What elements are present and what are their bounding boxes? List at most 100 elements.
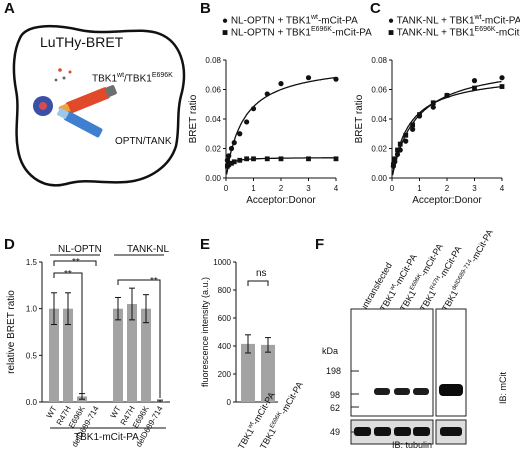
blot-mcit-frame-2: [435, 308, 467, 417]
c-ytick-label: 0.04: [371, 115, 387, 124]
b-point-circle: [333, 76, 339, 82]
c-point-square: [472, 85, 477, 91]
cell-diagram: [12, 25, 186, 187]
b-point-square: [237, 157, 243, 163]
c-ytick-label: 0.06: [371, 86, 387, 95]
legend-entry-c-e696k: ■ TANK-NL + TBK1E696K-mCit-PA: [388, 26, 520, 39]
c-x-axis-label: Acceptor:Donor: [412, 195, 482, 206]
e-ytick-label: 400: [218, 342, 232, 351]
d-bar: [63, 308, 73, 402]
c-ytick-label: 0.08: [371, 56, 387, 65]
d-sig-3: **: [150, 276, 158, 287]
legend-entry-c-wt: ● TANK-NL + TBK1wt-mCit-PA: [388, 14, 520, 27]
c-xtick-label: 0: [390, 184, 395, 193]
panel-letter-d: D: [4, 236, 15, 253]
c-point-square: [390, 162, 396, 168]
b-point-circle: [228, 145, 235, 152]
b-point-circle: [244, 119, 250, 125]
nucleus-dot: [39, 102, 47, 110]
b-point-square: [278, 156, 284, 162]
c-xtick-label: 2: [445, 184, 450, 193]
blot-mcit-frame: [350, 308, 434, 417]
panel-letter-e: E: [200, 236, 211, 253]
d-bar: [49, 308, 59, 402]
e-ytick-label: 1000: [213, 258, 231, 267]
c-fit-curve-1: [391, 85, 502, 175]
b-ytick-label: 0.02: [205, 145, 221, 154]
optn-tank-label: OPTN/TANK: [115, 136, 172, 147]
tubulin-bands: [354, 427, 462, 436]
e-bar: [261, 344, 275, 402]
c-ytick-label: 0.02: [371, 145, 387, 154]
f-ib-mcit-label: IB: mCit: [498, 371, 508, 404]
b-ytick-label: 0.04: [205, 115, 221, 124]
b-point-square: [229, 160, 234, 166]
c-point-circle: [403, 138, 409, 144]
e-ytick-label: 600: [218, 314, 232, 323]
b-ytick-label: 0.06: [205, 86, 221, 95]
d-ytick-label: 0.5: [26, 351, 38, 360]
e-sig-label: ns: [256, 268, 267, 279]
c-xtick-label: 4: [500, 184, 505, 193]
f-marker-62: 62: [330, 403, 341, 413]
panel-letter-f: F: [315, 236, 325, 253]
c-y-axis-label: BRET ratio: [354, 94, 365, 143]
d-sig-bracket-3: [117, 279, 161, 398]
c-point-square: [430, 100, 436, 106]
b-point-circle: [264, 91, 270, 97]
c-point-square: [392, 156, 398, 162]
b-xtick-label: 4: [334, 184, 339, 193]
f-marker-49: 49: [330, 427, 341, 437]
b-point-square: [333, 156, 339, 162]
d-bar: [141, 308, 151, 402]
c-xtick-label: 3: [472, 184, 477, 193]
d-y-axis-label: relative BRET ratio: [6, 290, 17, 374]
b-point-square: [251, 156, 256, 162]
blot-images: [350, 308, 467, 445]
c-point-square: [417, 112, 422, 117]
c-point-square: [444, 93, 450, 98]
b-point-square: [231, 159, 237, 165]
panel-letter-a: A: [4, 0, 15, 17]
d-sig-bracket-2: [53, 272, 83, 397]
e-ytick-label: 800: [218, 286, 232, 295]
f-ib-tubulin-label: IB: tubulin: [392, 440, 433, 450]
c-point-square: [403, 132, 409, 138]
b-point-circle: [231, 140, 237, 146]
b-x-axis-label: Acceptor:Donor: [246, 195, 316, 206]
c-point-circle: [430, 104, 436, 110]
d-bar: [127, 304, 137, 402]
cell-outline: [12, 25, 186, 187]
b-fit-curve-0: [225, 76, 336, 175]
c-ytick-label: 0.00: [371, 174, 387, 183]
f-marker-98: 98: [330, 390, 341, 400]
d-bar: [113, 308, 123, 402]
c-point-circle: [471, 78, 478, 84]
b-point-circle: [237, 131, 243, 137]
c-point-square: [395, 147, 400, 153]
f-kda-label: kDa: [322, 346, 339, 356]
panel-c-legend: ● TANK-NL + TBK1wt-mCit-PA ■ TANK-NL + T…: [388, 14, 520, 39]
optn-tank-protein-shape: [56, 107, 103, 138]
d-group1-label: NL-OPTN: [58, 244, 102, 255]
panel-letter-c: C: [370, 0, 381, 17]
b-point-circle: [226, 153, 232, 159]
c-point-circle: [410, 126, 416, 132]
f-marker-198: 198: [326, 366, 342, 376]
b-xtick-label: 1: [251, 184, 256, 193]
b-point-circle: [224, 157, 230, 163]
mcit-bands: [374, 384, 463, 396]
d-ytick-label: 0.0: [26, 398, 38, 407]
b-point-circle: [250, 106, 257, 112]
panel-letter-b: B: [200, 0, 211, 17]
e-sig-bracket: [247, 280, 269, 286]
b-ytick-label: 0.08: [205, 56, 221, 65]
panel-b-legend: ● NL-OPTN + TBK1wt-mCit-PA ■ NL-OPTN + T…: [222, 14, 372, 39]
d-group2-label: TANK-NL: [127, 244, 170, 255]
d-ytick-label: 1.0: [26, 305, 38, 314]
b-point-square: [306, 156, 311, 162]
c-point-square: [499, 84, 505, 89]
panel-f-blot: untransfected TBK1wt-mCit-PA TBK1E696K-m…: [320, 228, 520, 454]
legend-entry-b-wt: ● NL-OPTN + TBK1wt-mCit-PA: [222, 14, 358, 27]
c-xtick-label: 1: [417, 184, 422, 193]
